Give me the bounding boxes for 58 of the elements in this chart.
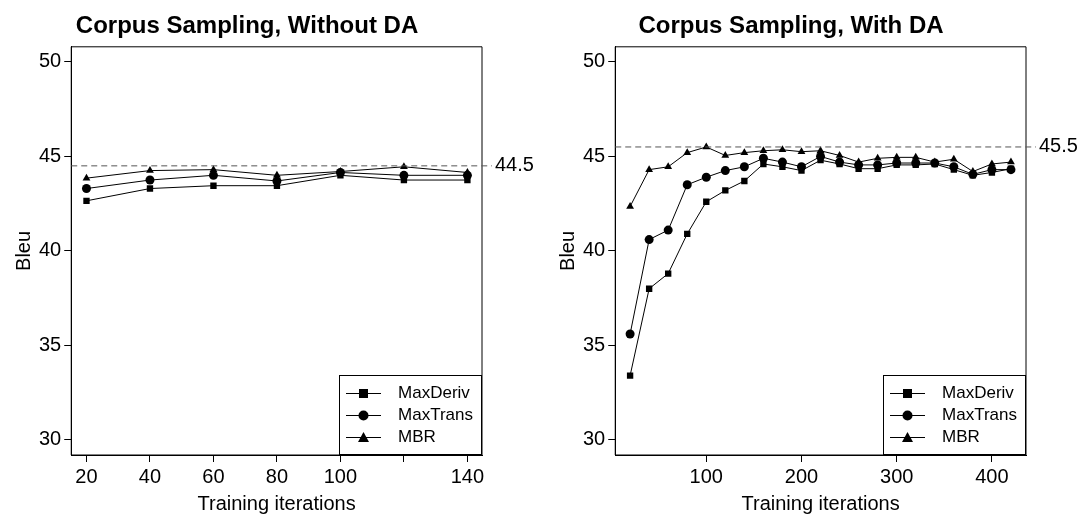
x-tick-label: 60 xyxy=(202,464,225,487)
point xyxy=(759,146,768,153)
legend-label: MaxDeriv xyxy=(942,383,1014,403)
legend-label: MaxDeriv xyxy=(398,383,470,403)
y-tick-label: 40 xyxy=(583,238,606,261)
ref-line-label: 45.5 xyxy=(1039,134,1078,157)
y-tick-label: 35 xyxy=(39,332,62,355)
point xyxy=(760,160,767,168)
point xyxy=(740,148,749,155)
y-tick-label: 35 xyxy=(583,332,606,355)
chart-title: Corpus Sampling, With DA xyxy=(638,11,944,39)
point xyxy=(720,166,730,176)
point xyxy=(625,329,635,339)
point xyxy=(665,270,672,277)
point xyxy=(626,372,634,379)
point xyxy=(683,148,692,155)
point xyxy=(778,145,787,153)
x-tick-label: 100 xyxy=(689,464,723,487)
x-tick-label: 40 xyxy=(138,464,162,487)
point xyxy=(682,180,692,190)
y-tick-label: 50 xyxy=(583,49,606,72)
x-tick-label: 400 xyxy=(975,464,1009,487)
ref-line-label: 44.5 xyxy=(495,153,534,176)
y-axis-title: Bleu xyxy=(11,230,34,271)
y-axis-title: Bleu xyxy=(555,230,578,271)
y-tick-label: 30 xyxy=(39,427,62,450)
y-tick-label: 45 xyxy=(39,143,62,166)
point xyxy=(721,150,730,158)
point xyxy=(873,153,882,161)
point xyxy=(739,162,749,172)
point xyxy=(644,235,654,245)
x-tick-label: 200 xyxy=(784,464,819,487)
chart-title: Corpus Sampling, Without DA xyxy=(75,11,419,39)
point xyxy=(626,201,634,209)
x-tick-label: 80 xyxy=(265,464,289,487)
y-tick-label: 45 xyxy=(583,143,606,166)
x-axis-title: Training iterations xyxy=(197,491,356,514)
legend-label: MBR xyxy=(398,427,436,447)
point xyxy=(701,172,711,182)
y-tick-label: 40 xyxy=(39,238,62,261)
legend-label: MaxTrans xyxy=(942,405,1017,425)
point xyxy=(663,225,673,235)
x-tick-label: 100 xyxy=(323,464,358,487)
x-axis-title: Training iterations xyxy=(741,491,900,514)
point xyxy=(797,147,806,154)
x-tick-label: 20 xyxy=(75,464,98,487)
y-tick-label: 50 xyxy=(39,49,62,72)
point xyxy=(741,177,748,185)
legend-label: MaxTrans xyxy=(398,405,473,425)
point xyxy=(664,162,673,170)
y-tick-label: 30 xyxy=(583,427,606,450)
point xyxy=(779,163,786,170)
x-tick-label: 300 xyxy=(880,464,914,487)
legend-label: MBR xyxy=(942,427,980,447)
point xyxy=(645,165,654,172)
point xyxy=(722,187,729,194)
point xyxy=(835,150,844,158)
x-tick-label: 140 xyxy=(450,464,485,487)
